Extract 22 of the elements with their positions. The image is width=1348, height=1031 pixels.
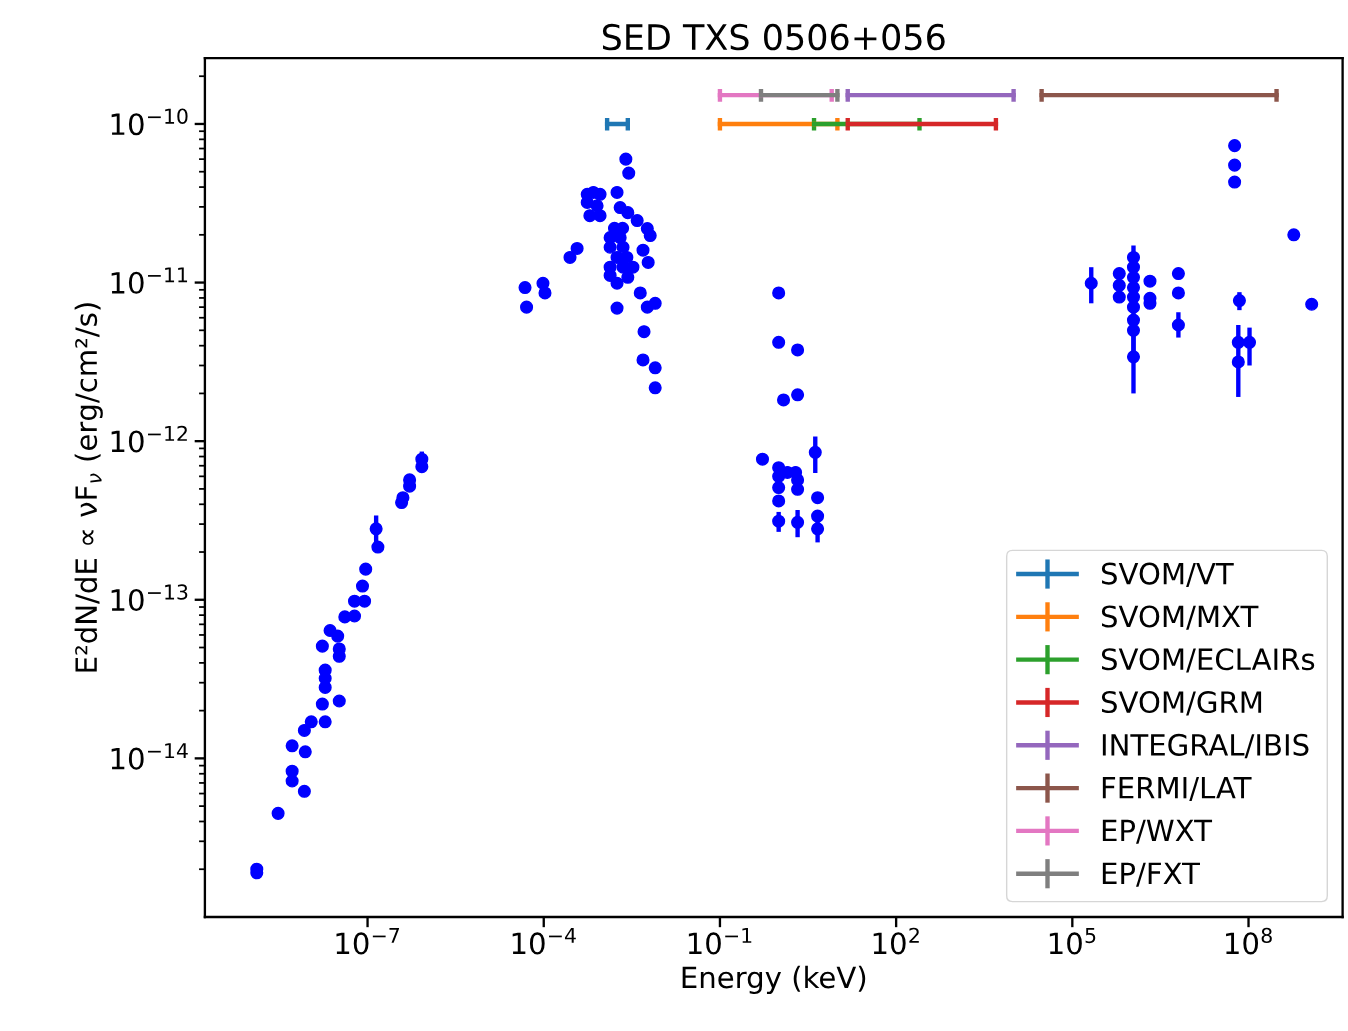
- x-tick-label: 10$^{5}$: [1049, 927, 1096, 955]
- y-tick-label: 10$^{−13}$: [111, 584, 188, 612]
- legend-label: SVOM/MXT: [1101, 605, 1259, 630]
- legend-label: EP/WXT: [1102, 819, 1213, 844]
- y-tick-label: 10$^{−12}$: [111, 425, 187, 453]
- legend-label: SVOM/ECLAIRs: [1101, 648, 1315, 673]
- x-tick-label: 10$^{−1}$: [688, 927, 752, 955]
- x-tick-label: 10$^{−4}$: [512, 927, 576, 955]
- legend-label: SVOM/VT: [1101, 562, 1234, 587]
- y-axis-title: E²dN/dE ∝ νF$_{ν}$ (erg/cm²/s): [74, 303, 103, 672]
- x-axis-title: Energy (keV): [682, 965, 866, 995]
- legend-label: EP/FXT: [1102, 862, 1200, 887]
- x-tick-label: 10$^{8}$: [1226, 927, 1272, 955]
- y-tick-label: 10$^{−14}$: [111, 743, 188, 770]
- x-tick-label: 10$^{−7}$: [336, 927, 400, 955]
- legend-label: SVOM/GRM: [1101, 691, 1262, 716]
- chart-title: SED TXS 0506+056: [602, 23, 945, 51]
- y-tick-label: 10$^{−10}$: [111, 108, 188, 136]
- y-tick-label: 10$^{−11}$: [111, 267, 188, 294]
- x-tick-label: 10$^{2}$: [873, 927, 919, 955]
- legend-label: INTEGRAL/IBIS: [1102, 733, 1309, 759]
- legend-label: FERMI/LAT: [1102, 777, 1252, 802]
